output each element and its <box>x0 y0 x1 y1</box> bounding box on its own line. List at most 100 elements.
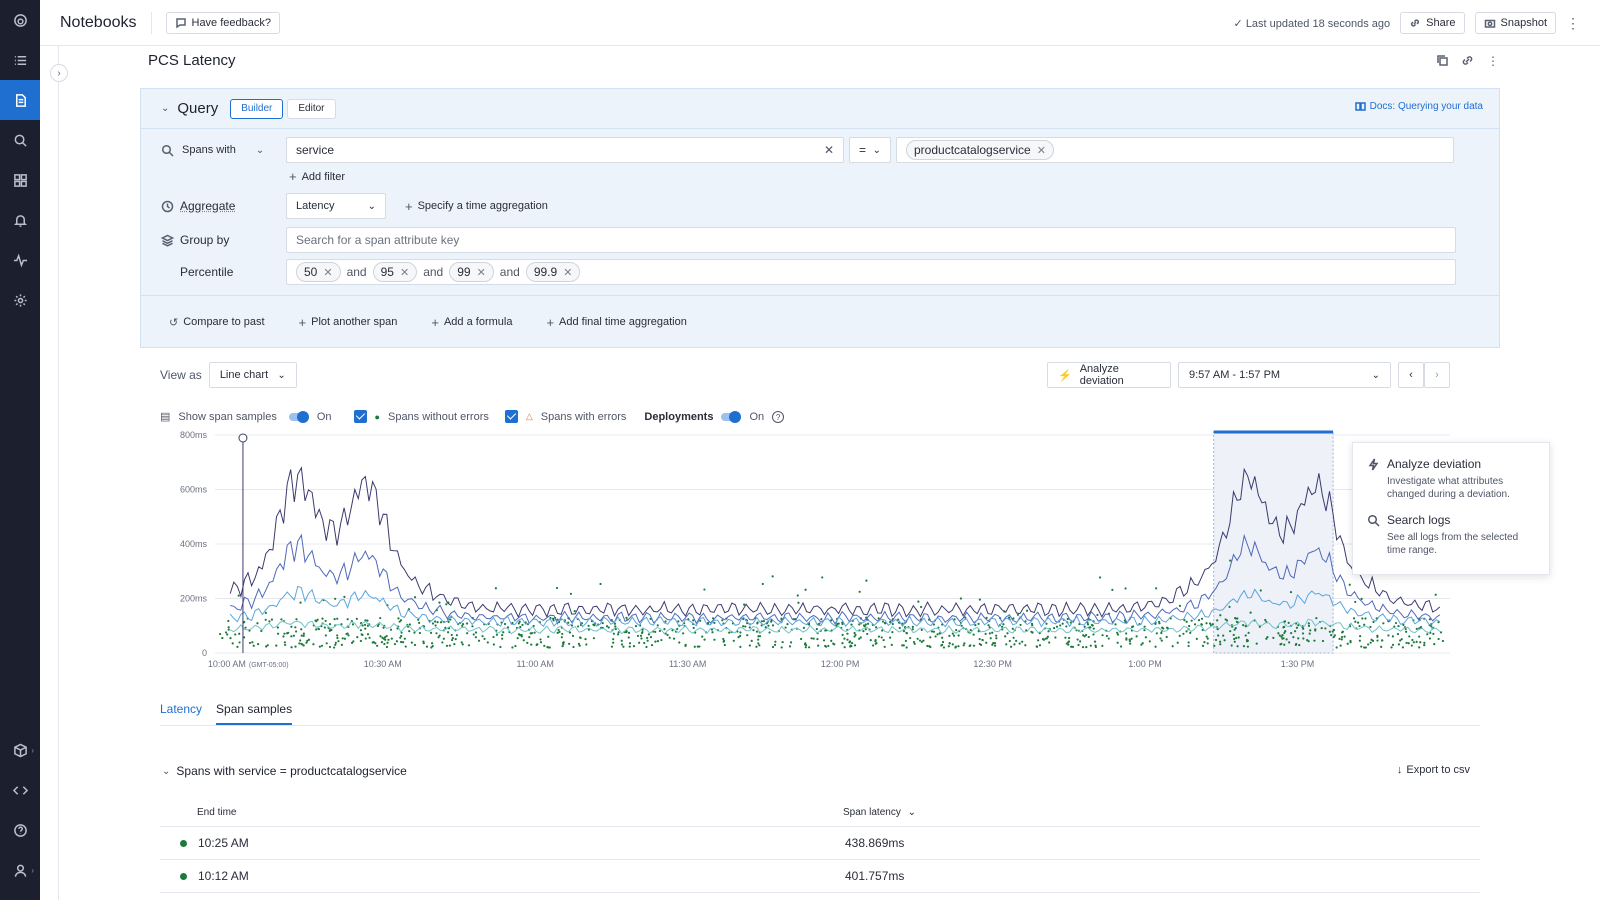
span-sample-dot <box>385 634 388 638</box>
operator-select[interactable]: = ⌄ <box>849 137 891 163</box>
aggregate-row: Aggregate Latency ⌄ + Specify a time aggr… <box>161 193 1479 219</box>
span-sample-dot <box>418 621 421 624</box>
deployments-toggle[interactable] <box>721 410 742 423</box>
copy-icon[interactable] <box>1436 54 1449 67</box>
code-icon[interactable] <box>0 770 40 810</box>
expand-sidebar-icon[interactable]: › <box>50 64 68 82</box>
without-errors-checkbox[interactable] <box>353 410 367 423</box>
span-table-header[interactable]: ⌄ Spans with service = productcatalogser… <box>162 764 407 778</box>
span-sample-dot <box>334 641 337 644</box>
help-icon[interactable]: ? <box>772 410 785 423</box>
notebook-title[interactable]: PCS Latency <box>148 52 236 69</box>
tab-editor[interactable]: Editor <box>287 98 336 119</box>
filter-key-value: service <box>296 143 335 157</box>
activity-icon[interactable] <box>0 240 40 280</box>
cell-toolbar: ⋮ <box>1436 54 1500 68</box>
aggregate-label-text: Aggregate <box>180 199 236 213</box>
span-sample-dot <box>952 634 956 637</box>
span-sample-dot <box>1012 617 1015 620</box>
column-span-latency[interactable]: Span latency ⌄ <box>843 807 916 818</box>
cell-more-icon[interactable]: ⋮ <box>1487 54 1499 68</box>
span-samples-toggle[interactable] <box>288 410 309 423</box>
popup-analyze-deviation[interactable]: Analyze deviation Investigate what attri… <box>1367 457 1535 501</box>
bell-icon[interactable] <box>0 200 40 240</box>
filter-key-input[interactable]: service ✕ <box>286 137 844 163</box>
time-next-button[interactable]: › <box>1424 362 1450 388</box>
time-aggregation-label: Specify a time aggregation <box>417 200 548 212</box>
docs-link[interactable]: Docs: Querying your data <box>1354 101 1483 112</box>
help-icon[interactable] <box>0 810 40 850</box>
share-button[interactable]: Share <box>1400 12 1465 34</box>
column-end-time[interactable]: End time <box>197 807 237 818</box>
aggregate-select[interactable]: Latency ⌄ <box>286 193 386 219</box>
latency-chart[interactable]: 800ms 600ms 400ms 200ms 010:00 AM (GMT-05:00)… <box>160 425 1480 681</box>
span-sample-dot <box>1397 643 1401 646</box>
span-sample-dot <box>1428 618 1431 621</box>
analyze-deviation-button[interactable]: ⚡ Analyze deviation <box>1047 362 1171 388</box>
snapshot-button[interactable]: Snapshot <box>1474 12 1556 34</box>
time-prev-button[interactable]: ‹ <box>1398 362 1424 388</box>
package-icon[interactable]: › <box>0 730 40 770</box>
tab-latency[interactable]: Latency <box>160 702 203 716</box>
filter-value-chip: productcatalogservice ✕ <box>906 140 1054 160</box>
view-as-select[interactable]: Line chart ⌄ <box>208 362 297 388</box>
span-sample-dot <box>1341 630 1345 633</box>
collapse-chevron-icon[interactable]: ⌄ <box>161 103 170 114</box>
tab-span-samples[interactable]: Span samples <box>216 698 293 725</box>
span-sample-dot <box>366 619 369 622</box>
search-icon[interactable] <box>0 120 40 160</box>
remove-chip-icon[interactable]: ✕ <box>323 266 333 279</box>
list-icon[interactable] <box>0 40 40 80</box>
span-sample-dot <box>701 635 704 638</box>
remove-chip-icon[interactable]: ✕ <box>1036 144 1046 157</box>
tab-builder[interactable]: Builder <box>230 98 284 119</box>
span-sample-dot <box>1339 644 1342 647</box>
remove-chip-icon[interactable]: ✕ <box>563 266 573 279</box>
span-sample-dot <box>800 637 803 641</box>
clear-icon[interactable]: ✕ <box>823 143 834 157</box>
user-icon[interactable]: › <box>0 850 40 890</box>
span-sample-dot <box>438 601 441 604</box>
add-formula-button[interactable]: + Add a formula <box>431 315 512 330</box>
more-menu-icon[interactable]: ⋮ <box>1566 15 1580 31</box>
add-final-aggregation-button[interactable]: + Add final time aggregation <box>546 315 686 330</box>
link-icon[interactable] <box>1461 54 1474 67</box>
popup-search-logs[interactable]: Search logs See all logs from the select… <box>1367 513 1535 557</box>
span-sample-dot <box>748 644 751 647</box>
table-row[interactable]: 10:12 AM 401.757ms <box>160 860 1480 893</box>
remove-chip-icon[interactable]: ✕ <box>399 266 410 279</box>
group-by-input[interactable]: Search for a span attribute key <box>286 227 1456 253</box>
export-csv-button[interactable]: ↓ Export to csv <box>1397 764 1470 776</box>
span-sample-dot <box>298 642 301 645</box>
table-row[interactable]: 10:25 AM 438.869ms <box>160 827 1480 860</box>
plot-another-span-button[interactable]: + Plot another span <box>299 315 398 330</box>
span-sample-dot <box>1187 644 1190 648</box>
span-sample-dot <box>620 639 623 642</box>
span-sample-dot <box>1224 618 1227 621</box>
notebook-icon[interactable] <box>0 80 40 120</box>
feedback-button[interactable]: Have feedback? <box>165 11 280 34</box>
compare-label: Compare to past <box>183 316 265 328</box>
span-sample-dot <box>227 626 230 629</box>
add-filter-button[interactable]: + Add filter <box>289 169 345 184</box>
span-sample-dot <box>757 635 760 638</box>
filter-value-input[interactable]: productcatalogservice ✕ <box>896 137 1454 163</box>
compare-to-past-button[interactable]: ↺ Compare to past <box>169 316 265 329</box>
dashboard-icon[interactable] <box>0 160 40 200</box>
span-sample-dot <box>843 646 846 649</box>
with-errors-checkbox[interactable] <box>504 410 518 423</box>
spans-with-selector[interactable]: Spans with ⌄ <box>161 144 286 157</box>
time-range-select[interactable]: 9:57 AM - 1:57 PM ⌄ <box>1178 362 1391 388</box>
span-sample-dot <box>364 627 367 630</box>
span-sample-dot <box>1019 623 1022 627</box>
logo-icon[interactable] <box>0 0 40 40</box>
x-tick-label: 11:00 AM <box>517 659 554 669</box>
span-sample-dot <box>1309 629 1312 632</box>
remove-chip-icon[interactable]: ✕ <box>476 266 486 279</box>
span-sample-dot <box>853 644 857 647</box>
time-aggregation-button[interactable]: + Specify a time aggregation <box>405 199 548 214</box>
percentile-input[interactable]: 50 ✕ and 95 ✕ and 99 ✕ and 99.9 ✕ <box>286 259 1456 285</box>
span-sample-dot <box>1116 641 1119 644</box>
gear-icon[interactable] <box>0 280 40 320</box>
span-sample-dot <box>625 616 628 619</box>
